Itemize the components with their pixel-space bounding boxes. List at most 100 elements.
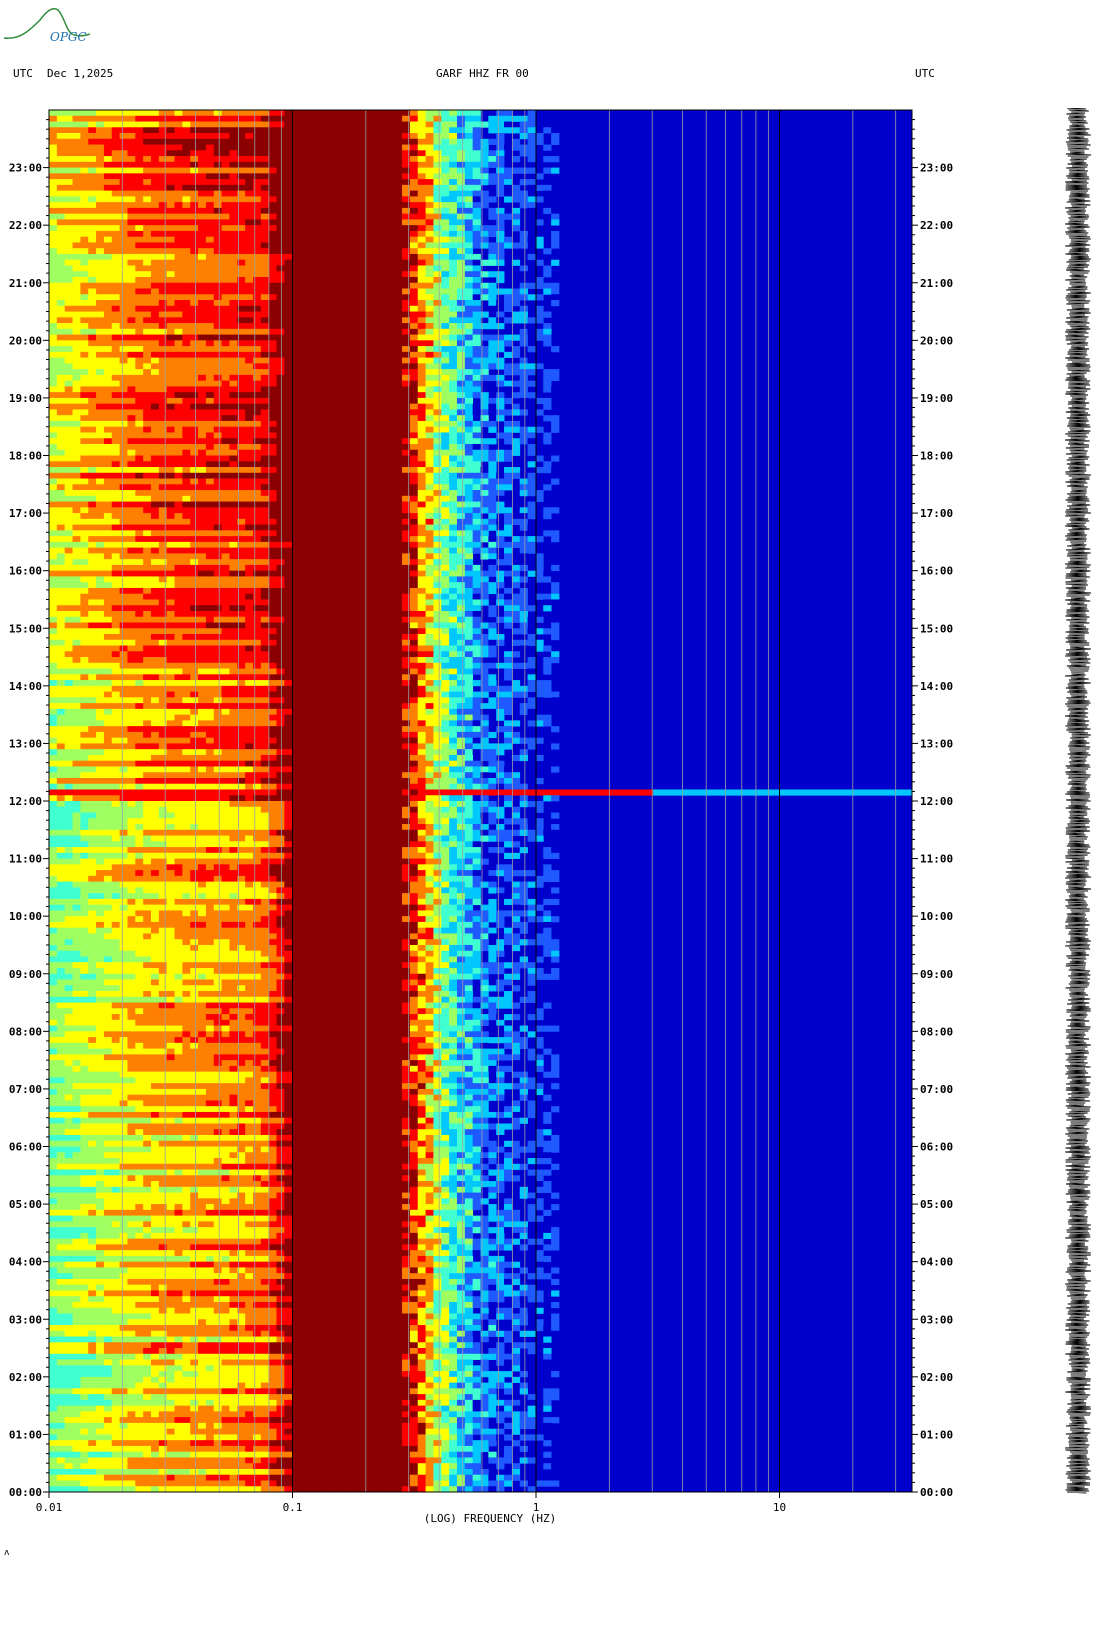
heatmap-cell (284, 115, 293, 122)
heatmap-cell (331, 576, 340, 583)
heatmap-cell (103, 196, 113, 203)
heatmap-cell (205, 121, 215, 128)
heatmap-cell (119, 438, 128, 445)
heatmap-cell (488, 507, 497, 514)
heatmap-cell (237, 265, 246, 272)
heatmap-cell (119, 317, 128, 324)
heatmap-cell (198, 403, 207, 410)
heatmap-cell (56, 236, 66, 243)
heatmap-cell (315, 156, 324, 163)
heatmap-cell (103, 300, 113, 307)
heatmap-cell (64, 576, 73, 583)
heatmap-cell (135, 133, 144, 140)
heatmap-cell (362, 472, 372, 479)
heatmap-cell (260, 530, 270, 537)
heatmap-cell (88, 420, 97, 428)
heatmap-cell (229, 467, 238, 474)
heatmap-cell (174, 288, 183, 295)
heatmap-cell (213, 328, 222, 335)
heatmap-cell (213, 144, 222, 151)
heatmap-cell (433, 213, 442, 220)
heatmap-cell (56, 576, 66, 583)
heatmap-cell (425, 478, 434, 485)
heatmap-cell (402, 570, 411, 577)
heatmap-cell (135, 386, 144, 393)
heatmap-cell (182, 374, 191, 382)
heatmap-cell (72, 374, 81, 382)
heatmap-cell (347, 196, 356, 203)
heatmap-cell (143, 248, 152, 255)
heatmap-cell (237, 380, 246, 387)
heatmap-cell (402, 138, 411, 145)
heatmap-cell (190, 432, 199, 439)
heatmap-cell (229, 190, 238, 197)
heatmap-cell (441, 351, 450, 359)
heatmap-cell (409, 495, 419, 502)
heatmap-cell (409, 467, 419, 474)
heatmap-cell (49, 236, 58, 243)
heatmap-cell (72, 397, 81, 405)
heatmap-cell (472, 536, 481, 543)
heatmap-cell (425, 392, 434, 399)
heatmap-cell (111, 380, 121, 387)
heatmap-cell (323, 472, 332, 479)
heatmap-cell (417, 294, 426, 301)
heatmap-cell (166, 392, 175, 399)
heatmap-cell (127, 161, 136, 168)
heatmap-cell (543, 328, 552, 335)
heatmap-cell (49, 363, 58, 370)
heatmap-cell (339, 144, 348, 151)
heatmap-cell (331, 334, 340, 341)
heatmap-cell (135, 196, 144, 203)
heatmap-cell (111, 219, 121, 226)
heatmap-cell (111, 564, 121, 572)
heatmap-cell (205, 340, 215, 347)
heatmap-cell (386, 161, 395, 168)
heatmap-cell (119, 305, 128, 312)
heatmap-cell (378, 495, 387, 502)
heatmap-cell (127, 167, 136, 174)
heatmap-cell (245, 253, 254, 261)
heatmap-cell (213, 213, 222, 220)
heatmap-cell (276, 242, 285, 249)
heatmap-cell (535, 409, 544, 416)
heatmap-cell (143, 351, 152, 359)
heatmap-cell (64, 219, 73, 226)
heatmap-cell (331, 288, 340, 295)
heatmap-cell (378, 392, 387, 399)
heatmap-cell (80, 167, 89, 174)
heatmap-cell (56, 311, 66, 318)
heatmap-cell (245, 420, 254, 428)
heatmap-cell (323, 570, 332, 577)
heatmap-cell (307, 392, 317, 399)
heatmap-cell (268, 110, 277, 117)
heatmap-cell (213, 133, 222, 140)
heatmap-cell (49, 207, 58, 215)
heatmap-cell (292, 363, 301, 370)
heatmap-cell (198, 426, 207, 433)
heatmap-cell (370, 213, 379, 220)
heatmap-cell (80, 374, 89, 382)
heatmap-cell (88, 202, 97, 209)
heatmap-cell (370, 334, 379, 341)
heatmap-cell (284, 184, 293, 192)
heatmap-cell (80, 559, 89, 566)
heatmap-cell (347, 294, 356, 301)
heatmap-cell (158, 576, 168, 583)
heatmap-cell (198, 340, 207, 347)
heatmap-cell (402, 415, 411, 422)
heatmap-cell (213, 340, 222, 347)
heatmap-cell (386, 426, 395, 433)
heatmap-cell (174, 225, 183, 232)
heatmap-cell (80, 409, 89, 416)
heatmap-cell (158, 138, 168, 145)
heatmap-cell (292, 242, 301, 249)
heatmap-cell (354, 409, 364, 416)
heatmap-cell (511, 369, 521, 376)
heatmap-cell (127, 415, 136, 422)
heatmap-cell (456, 184, 466, 192)
heatmap-cell (472, 386, 481, 393)
heatmap-cell (394, 409, 403, 416)
heatmap-cell (182, 495, 191, 502)
heatmap-cell (213, 230, 222, 238)
